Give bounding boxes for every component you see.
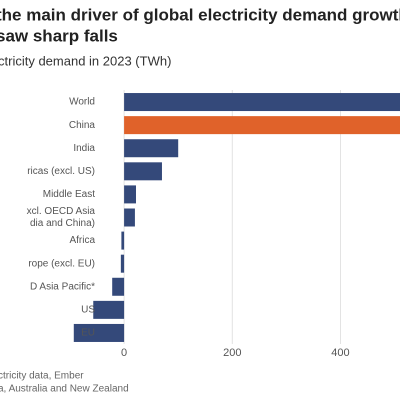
bar (121, 231, 125, 250)
y-tick-label: India (73, 143, 95, 154)
source: a, Australia and New Zealand (0, 384, 129, 395)
chart-subtitle: ctricity demand in 2023 (TWh) (0, 53, 171, 68)
y-tick-label: ricas (excl. US) (27, 166, 95, 177)
bar (124, 162, 162, 181)
y-tick-label: EU (81, 328, 95, 339)
source: ctricity data, Ember (0, 371, 84, 382)
x-tick-label: 200 (223, 347, 241, 359)
y-tick-label: dia and China) (30, 218, 95, 229)
bar (112, 277, 125, 296)
y-tick-label: rope (excl. EU) (28, 258, 95, 269)
x-tick-label: 0 (121, 347, 127, 359)
bar (93, 300, 125, 319)
y-tick-label: World (69, 97, 95, 108)
chart-title: saw sharp falls (0, 26, 118, 45)
bar (124, 93, 400, 112)
x-tick-label: 400 (331, 347, 349, 359)
bar (124, 208, 135, 227)
bar (124, 116, 400, 135)
y-tick-label: China (69, 120, 96, 131)
y-tick-label: Middle East (43, 189, 95, 200)
y-tick-label: xcl. OECD Asia (27, 206, 96, 217)
y-tick-label: US (81, 305, 95, 316)
y-tick-label: D Asia Pacific* (30, 281, 95, 292)
bar (124, 185, 136, 204)
chart-title: the main driver of global electricity de… (0, 5, 400, 24)
bar (73, 323, 125, 342)
y-tick-label: Africa (69, 235, 95, 246)
bar (120, 254, 125, 273)
bar (124, 139, 179, 158)
